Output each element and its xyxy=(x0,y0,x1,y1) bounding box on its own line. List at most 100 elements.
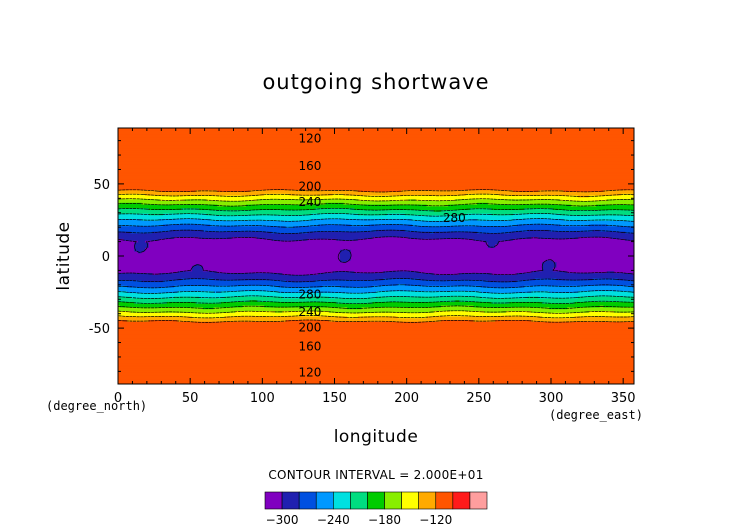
band-cell xyxy=(148,242,489,245)
band-cell xyxy=(361,307,550,310)
band-cell xyxy=(118,348,634,352)
band-cell xyxy=(118,365,634,368)
band-cell xyxy=(224,296,283,299)
band-cell xyxy=(118,154,634,157)
band-cell xyxy=(118,247,135,251)
band-cell xyxy=(480,296,529,299)
band-cell xyxy=(498,240,634,244)
band-cell xyxy=(166,301,197,305)
band-cell xyxy=(118,255,341,258)
band-cell xyxy=(118,152,634,155)
band-cell xyxy=(220,301,337,305)
band-cell xyxy=(401,190,514,193)
band-cell xyxy=(206,213,312,217)
band-cell xyxy=(118,375,634,379)
band-cell xyxy=(314,208,355,211)
band-cell xyxy=(357,316,399,319)
contour-line xyxy=(118,207,634,305)
band-cell xyxy=(118,164,634,168)
colorbar-swatch xyxy=(281,491,300,510)
band-cell xyxy=(376,229,406,233)
band-cell xyxy=(318,273,435,276)
band-cell xyxy=(118,307,204,310)
band-cell xyxy=(118,334,634,337)
band-cell xyxy=(531,310,590,314)
band-cell xyxy=(118,148,634,152)
band-cell xyxy=(118,197,634,200)
band-cell xyxy=(347,260,547,263)
band-cell xyxy=(118,182,634,186)
band-cell xyxy=(141,219,161,222)
colorbar-swatch xyxy=(418,491,437,510)
contour-label: 120 xyxy=(299,132,322,146)
band-cell xyxy=(118,356,634,359)
band-cell xyxy=(491,208,525,211)
band-cell xyxy=(318,224,352,227)
band-cell xyxy=(339,251,352,254)
band-cell xyxy=(357,238,475,242)
band-cell xyxy=(412,224,518,227)
band-cell xyxy=(480,285,525,289)
band-cell xyxy=(159,219,211,222)
band-cell xyxy=(527,296,539,299)
band-cell xyxy=(606,199,634,202)
band-cell xyxy=(538,237,579,240)
band-cell xyxy=(118,260,341,263)
band-cell xyxy=(473,305,601,308)
band-cell xyxy=(217,271,334,274)
band-cell xyxy=(118,287,634,290)
band-cell xyxy=(531,271,568,274)
band-cell xyxy=(415,199,456,202)
band-cell xyxy=(118,350,634,354)
band-cell xyxy=(487,242,500,245)
band-cell xyxy=(118,222,634,226)
band-cell xyxy=(118,345,634,348)
band-cell xyxy=(477,231,511,235)
contour-label: 200 xyxy=(299,321,322,335)
colorbar-swatch xyxy=(264,491,283,510)
band-cell xyxy=(235,310,276,314)
band-cell xyxy=(118,219,143,222)
band-cell xyxy=(231,237,258,240)
band-cell xyxy=(118,201,634,204)
band-cell xyxy=(163,213,208,217)
band-cell xyxy=(202,229,377,233)
band-cell xyxy=(538,296,579,299)
band-cell xyxy=(118,309,634,312)
band-cell xyxy=(495,320,532,323)
band-cell xyxy=(419,271,532,274)
band-cell xyxy=(433,231,478,235)
band-cell xyxy=(119,202,143,206)
band-cell xyxy=(148,246,489,249)
band-cell xyxy=(372,301,493,305)
contour-label: 160 xyxy=(299,159,322,173)
contour-line xyxy=(118,189,634,323)
band-cell xyxy=(202,269,543,272)
band-cell xyxy=(118,242,135,245)
band-cell xyxy=(541,264,558,267)
band-cell xyxy=(118,267,193,271)
band-cell xyxy=(118,229,171,233)
band-cell xyxy=(560,199,608,202)
band-cell xyxy=(118,363,634,366)
band-cell xyxy=(285,320,330,323)
band-cell xyxy=(314,280,489,283)
band-cell xyxy=(134,244,150,247)
band-cell xyxy=(118,235,634,238)
band-cell xyxy=(552,269,634,272)
band-cell xyxy=(498,193,622,197)
band-cell xyxy=(339,258,352,262)
contour-line xyxy=(118,213,634,299)
band-cell xyxy=(191,269,204,272)
band-cell xyxy=(118,137,634,141)
band-cell xyxy=(329,310,435,314)
colorbar-label: −300 xyxy=(266,513,299,527)
band-cell xyxy=(118,128,634,132)
band-cell xyxy=(199,264,543,267)
band-cell xyxy=(118,359,634,363)
band-cell xyxy=(159,273,283,276)
band-cell xyxy=(487,280,518,283)
band-cell xyxy=(206,199,258,202)
band-cell xyxy=(199,237,233,240)
band-cell xyxy=(404,229,529,233)
